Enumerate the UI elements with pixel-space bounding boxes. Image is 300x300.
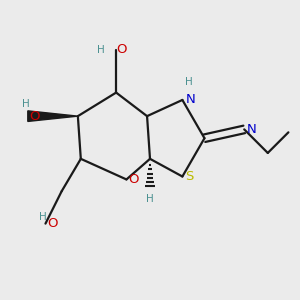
Text: H: H [22, 99, 29, 109]
Polygon shape [28, 111, 78, 122]
Text: O: O [47, 217, 57, 230]
Text: N: N [185, 93, 195, 106]
Text: H: H [185, 77, 193, 87]
Text: H: H [97, 45, 104, 55]
Text: O: O [116, 44, 127, 56]
Text: O: O [128, 173, 138, 186]
Text: H: H [39, 212, 47, 222]
Text: N: N [247, 123, 257, 136]
Text: S: S [185, 170, 194, 183]
Text: O: O [29, 110, 40, 123]
Text: H: H [146, 194, 154, 204]
